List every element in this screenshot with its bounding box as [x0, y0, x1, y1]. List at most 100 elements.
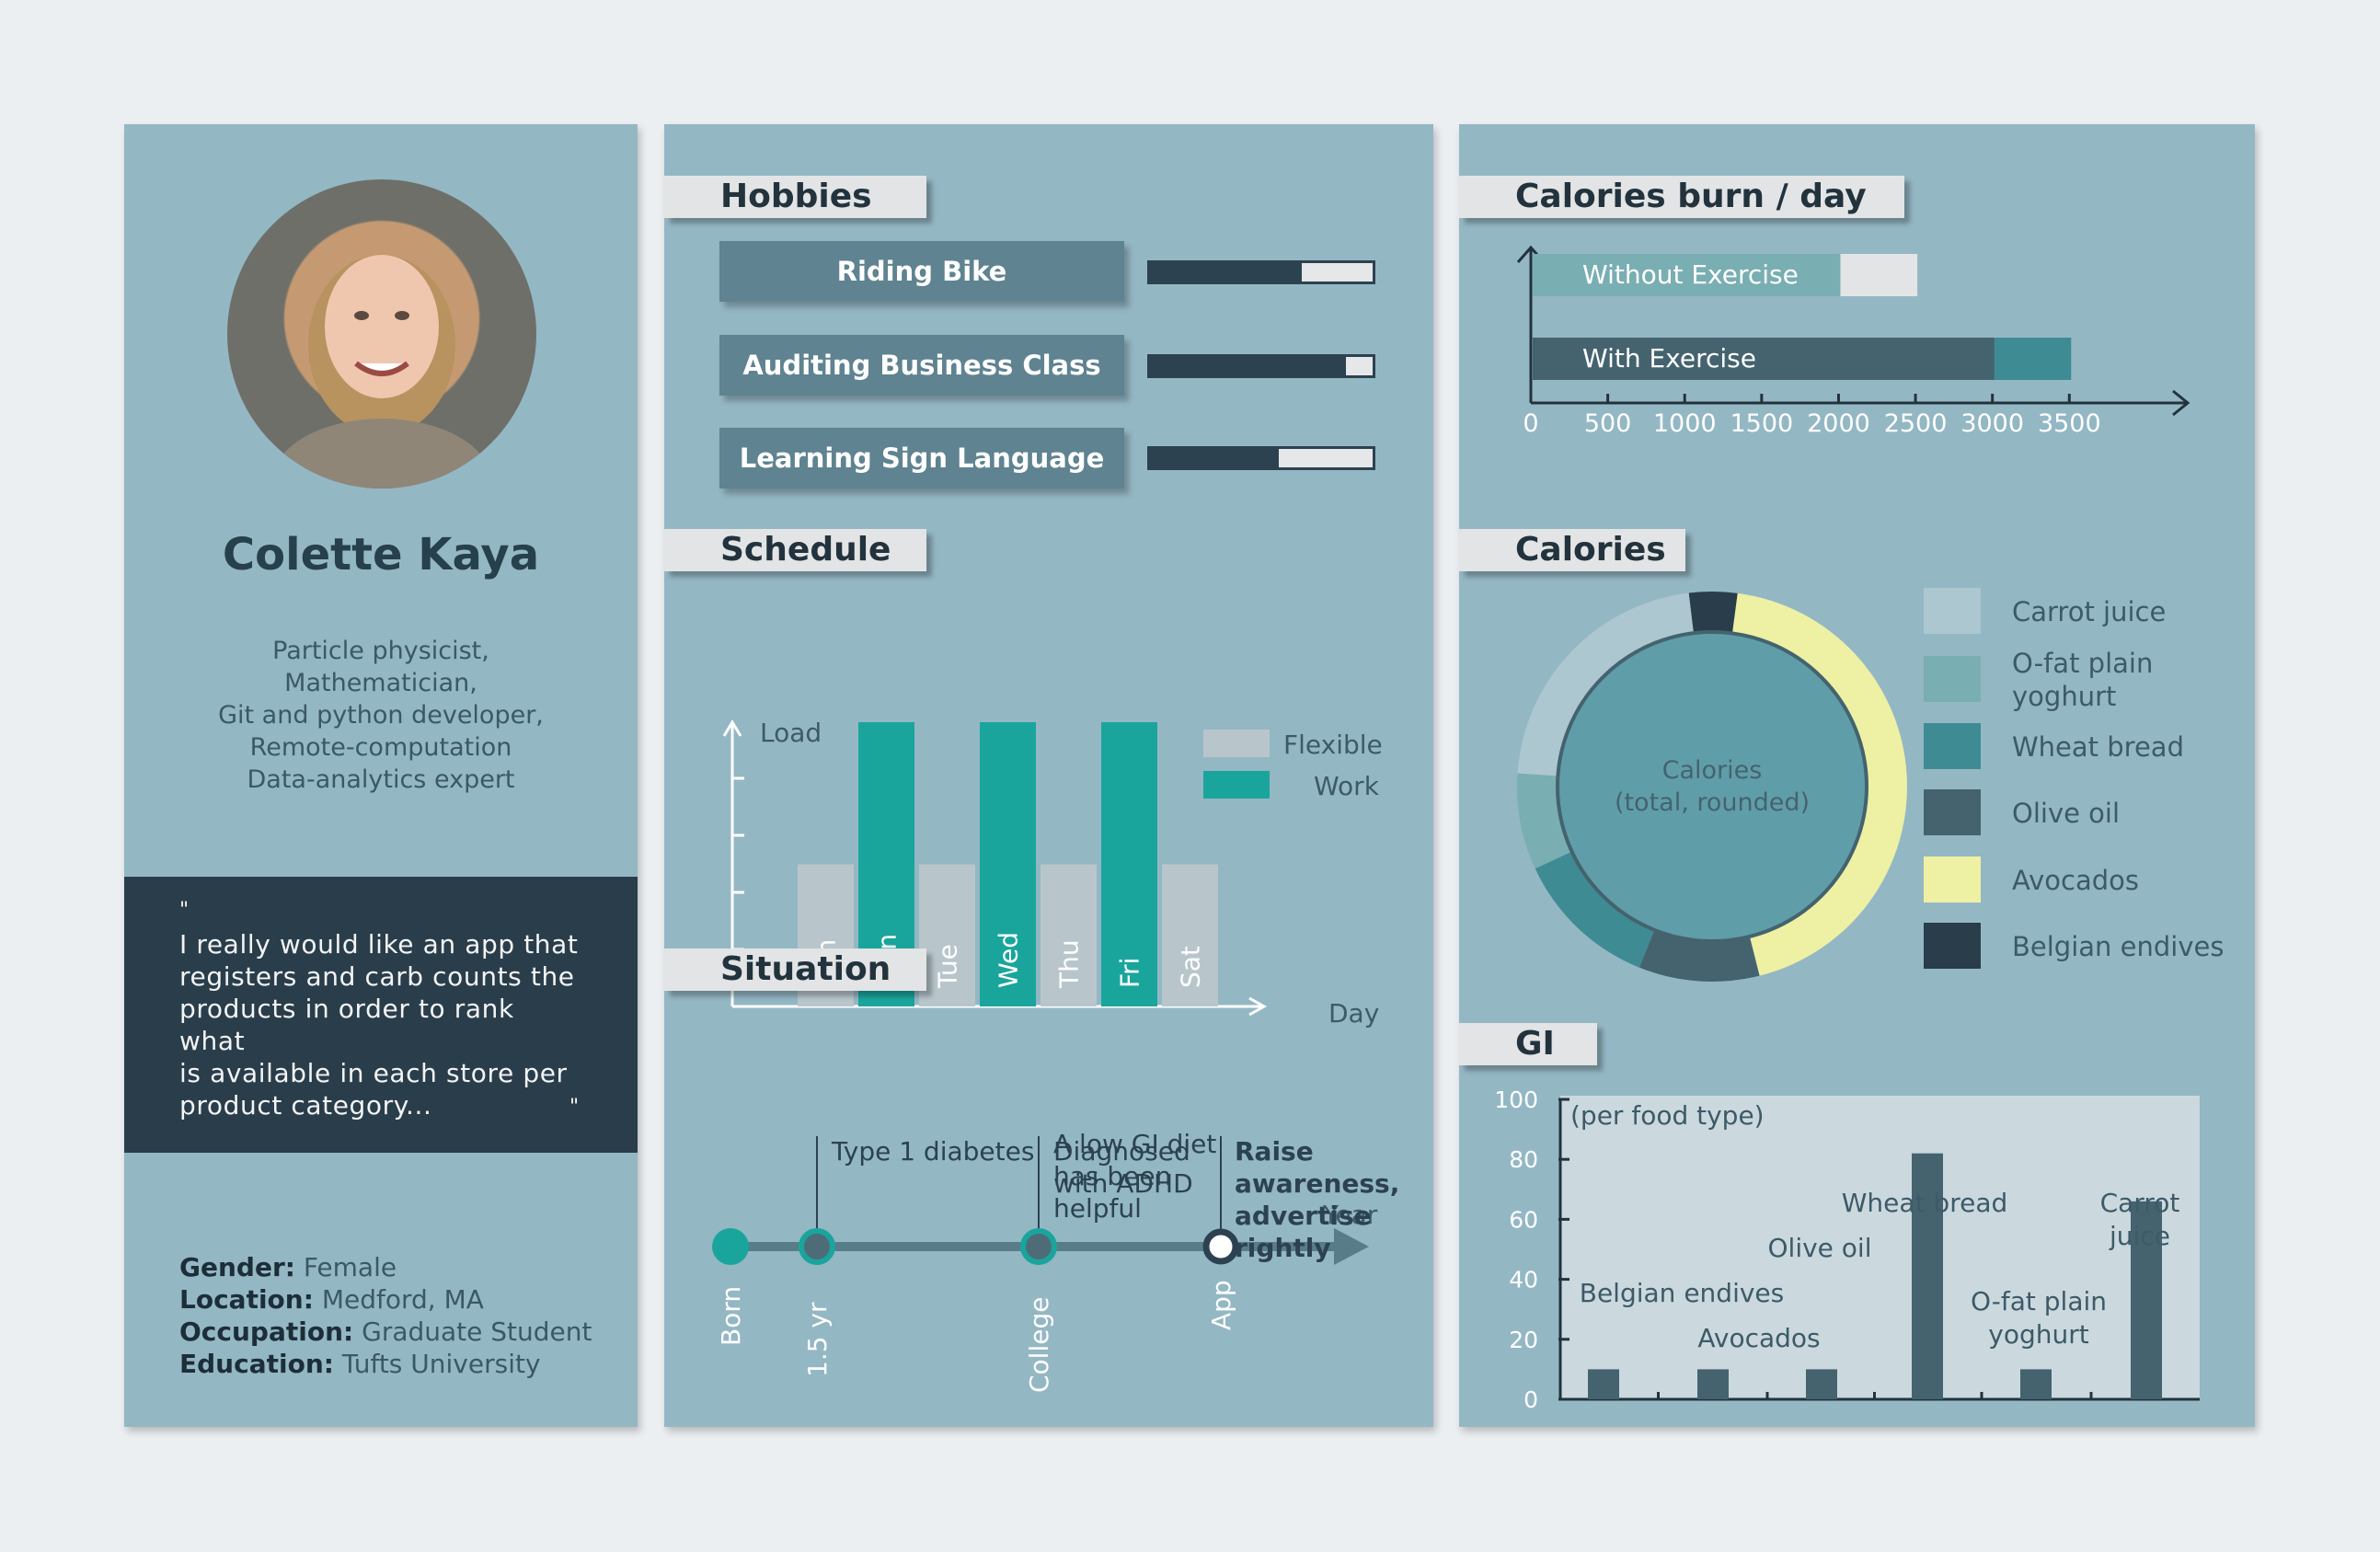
legend-swatch — [1924, 588, 1981, 634]
hobby-level-bar — [1147, 446, 1375, 470]
gi-bar-olive-oil — [1806, 1369, 1837, 1399]
timeline-arrow — [1334, 1228, 1369, 1265]
calories-burn-title: Calories burn / day — [1459, 176, 1904, 218]
schedule-bar-sat — [1162, 864, 1218, 1006]
donut-slice-olive-oil — [1638, 929, 1760, 982]
legend-label: Wheat bread — [2012, 731, 2184, 763]
quote-text: I really would like an app that register… — [179, 928, 584, 1121]
gi-bar-carrot-juice — [2131, 1201, 2162, 1399]
legend-label: Belgian endives — [2012, 931, 2224, 962]
quote-box: " I really would like an app that regist… — [124, 877, 638, 1153]
y-tick-label: 40 — [1509, 1267, 1538, 1293]
calories-title: Calories — [1459, 529, 1685, 571]
profile-name: Colette Kaya — [222, 529, 540, 581]
legend-swatch — [1924, 856, 1981, 902]
note-gi-line: A low GI diet — [1053, 1129, 1216, 1159]
gi-bar-label: Avocados — [1697, 1323, 1820, 1353]
donut-slice-avocados — [1731, 592, 1907, 976]
burn-bar-label: With Exercise — [1582, 343, 1756, 374]
gi-subtitle: (per food type) — [1570, 1100, 1765, 1131]
profile-panel: Colette Kaya Particle physicist, Mathema… — [124, 124, 638, 1427]
donut-center-label: Calories — [1662, 756, 1763, 785]
hobby-riding-bike: Riding Bike — [719, 241, 1124, 302]
detail-occupation: Occupation: Graduate Student — [179, 1316, 592, 1347]
y-axis-label: Load — [760, 718, 822, 748]
legend-swatch-flexible — [1203, 730, 1270, 757]
legend-label: O-fat plain — [2012, 648, 2153, 679]
x-tick-label: 0 — [1523, 409, 1538, 438]
quote-line: registers and carb counts the — [179, 961, 575, 992]
schedule-title: Schedule — [664, 529, 926, 571]
y-tick-label: 100 — [1494, 1086, 1538, 1113]
legend-swatch — [1924, 723, 1981, 769]
timeline-point-label: College — [1024, 1297, 1054, 1393]
hobby-auditing-business-class: Auditing Business Class — [719, 335, 1124, 396]
burn-bar-base — [1533, 254, 1841, 296]
hobby-level-fill — [1150, 263, 1302, 282]
x-tick-label: 2500 — [1884, 409, 1948, 438]
day-label: Sat — [1176, 946, 1206, 988]
gi-title: GI — [1459, 1023, 1597, 1065]
gi-bar-label: Wheat bread — [1842, 1188, 2008, 1218]
detail-location: Location: Medford, MA — [179, 1284, 484, 1315]
profile-description: Particle physicist, Mathematician, Git a… — [124, 635, 638, 796]
donut-slice-belgian-endives — [1688, 592, 1738, 634]
detail-education: Education: Tufts University — [179, 1349, 541, 1379]
timeline-point-app — [1202, 1228, 1239, 1265]
timeline-point-label: 1.5 yr — [802, 1302, 833, 1377]
gi-bar-wheat-bread — [1912, 1153, 1943, 1399]
note-raise-line: rightly — [1235, 1233, 1331, 1263]
timeline-point-college — [1020, 1228, 1057, 1265]
legend-label-work: Work — [1314, 771, 1380, 801]
x-tick-label: 1000 — [1653, 409, 1717, 438]
activities-panel: Hobbies Riding Bike Auditing Business Cl… — [664, 124, 1433, 1427]
legend-label: Olive oil — [2012, 798, 2120, 829]
day-label: Thu — [1054, 939, 1085, 989]
legend-label: Carrot juice — [2012, 596, 2166, 627]
quote-line: is available in each store per — [179, 1058, 568, 1088]
gi-bar-label: juice — [2109, 1221, 2170, 1251]
gi-bar-label: yoghurt — [1988, 1319, 2088, 1350]
y-axis-arrow — [722, 719, 742, 737]
situation-title: Situation — [664, 948, 926, 991]
gi-bar-o-fat-plain-yoghurt — [2020, 1369, 2052, 1399]
legend-swatch — [1924, 656, 1981, 702]
x-tick-label: 2000 — [1807, 409, 1870, 438]
note-raise-line: Raise — [1235, 1136, 1314, 1167]
donut-center — [1556, 630, 1868, 943]
description-line: Data-analytics expert — [247, 765, 515, 794]
donut-slice-carrot-juice — [1517, 592, 1694, 776]
quote-line: product category... — [179, 1090, 432, 1121]
gi-bar-label: O-fat plain — [1971, 1286, 2107, 1316]
legend-swatch — [1924, 789, 1981, 835]
avatar — [227, 179, 536, 489]
day-label: Tue — [933, 944, 963, 989]
gi-bar-belgian-endives — [1588, 1369, 1619, 1399]
detail-gender: Gender: Female — [179, 1252, 397, 1282]
gi-plot-area — [1560, 1096, 2200, 1399]
y-tick-label: 20 — [1509, 1327, 1538, 1353]
day-label: Fri — [1115, 958, 1145, 988]
gi-bar-avocados — [1697, 1369, 1729, 1399]
x-axis-label: Day — [1328, 998, 1379, 1029]
y-tick-label: 0 — [1523, 1386, 1538, 1413]
quote-close-mark: " — [569, 1096, 580, 1119]
schedule-bar-thu — [1041, 864, 1097, 1006]
gi-chart: 0 20 40 60 80 100 (per food type) Belgian endiv… — [1494, 1086, 2200, 1413]
x-axis-arrow — [1248, 996, 1268, 1017]
burn-bar-label: Without Exercise — [1582, 259, 1799, 290]
x-tick-label: 3500 — [2038, 409, 2101, 438]
timeline-axis-label: Year — [1322, 1200, 1378, 1230]
note-adhd-line: Diagnosed — [1053, 1136, 1190, 1167]
note-gi-line: helpful — [1053, 1193, 1142, 1224]
x-tick-label: 500 — [1584, 409, 1632, 438]
hobbies-title: Hobbies — [664, 176, 926, 218]
x-tick-label: 3000 — [1960, 409, 2024, 438]
calories-burn-chart: 0 500 1000 1500 2000 2500 3000 3500 Without Exer… — [1516, 245, 2190, 438]
nutrition-panel: Calories burn / day 0 500 1000 1500 2000 2500… — [1459, 124, 2255, 1427]
legend-swatch — [1924, 923, 1981, 969]
day-label: Wed — [994, 932, 1024, 988]
note-diabetes: Type 1 diabetes — [831, 1136, 1034, 1167]
x-axis-arrow — [2172, 389, 2190, 417]
quote-line: products in order to rank what — [179, 994, 514, 1056]
